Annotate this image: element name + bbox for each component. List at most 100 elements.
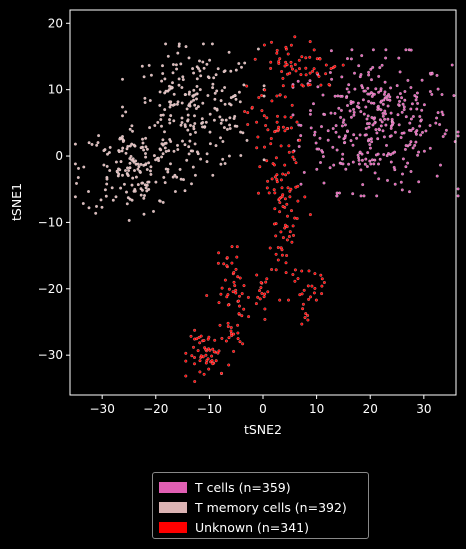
point-t-memory-cells	[180, 121, 184, 124]
point-unknown	[211, 362, 215, 366]
point-t-memory-cells	[234, 97, 238, 101]
point-t-cells	[417, 180, 421, 184]
point-t-memory-cells	[125, 147, 129, 151]
point-t-memory-cells	[131, 157, 135, 161]
point-t-memory-cells	[145, 168, 149, 171]
point-unknown	[193, 356, 196, 359]
point-t-cells	[415, 91, 419, 95]
point-t-memory-cells	[146, 180, 150, 184]
point-t-cells	[404, 144, 408, 147]
point-t-cells	[391, 121, 395, 125]
point-t-memory-cells	[228, 116, 232, 120]
point-unknown	[198, 341, 202, 345]
point-t-memory-cells	[73, 162, 77, 166]
point-unknown	[295, 120, 299, 124]
point-t-cells	[420, 78, 424, 82]
point-unknown	[320, 292, 324, 296]
point-unknown	[290, 240, 294, 244]
point-t-cells	[377, 90, 381, 94]
point-unknown	[303, 195, 307, 199]
point-t-memory-cells	[195, 84, 199, 88]
point-t-cells	[356, 153, 360, 157]
point-t-cells	[436, 111, 440, 115]
point-t-cells	[368, 143, 372, 146]
point-t-cells	[371, 48, 375, 52]
point-t-memory-cells	[195, 97, 198, 101]
point-unknown	[246, 123, 250, 126]
point-t-cells	[359, 194, 363, 198]
point-t-memory-cells	[100, 205, 104, 209]
point-t-cells	[359, 168, 363, 172]
point-t-memory-cells	[122, 182, 126, 186]
x-tick-label: −20	[143, 402, 168, 416]
point-unknown	[260, 109, 264, 113]
point-t-cells	[408, 121, 412, 125]
point-t-memory-cells	[147, 161, 151, 165]
point-t-cells	[398, 70, 402, 74]
point-unknown	[304, 73, 308, 77]
point-t-cells	[313, 130, 317, 134]
point-t-memory-cells	[148, 99, 152, 102]
point-t-cells	[382, 98, 386, 102]
point-t-memory-cells	[201, 101, 205, 105]
point-unknown	[298, 138, 302, 142]
point-t-memory-cells	[229, 69, 233, 73]
point-unknown	[288, 230, 292, 234]
point-t-memory-cells	[194, 107, 198, 110]
point-t-memory-cells	[262, 94, 266, 98]
point-t-memory-cells	[228, 127, 232, 130]
point-unknown	[291, 224, 295, 228]
point-t-memory-cells	[124, 110, 128, 114]
point-t-memory-cells	[239, 154, 243, 157]
point-t-cells	[348, 109, 352, 113]
point-unknown	[270, 40, 273, 44]
point-t-cells	[389, 134, 393, 138]
point-t-memory-cells	[140, 181, 144, 185]
point-unknown	[263, 317, 267, 321]
point-t-cells	[316, 85, 320, 89]
point-t-cells	[419, 133, 423, 137]
point-t-cells	[435, 73, 439, 77]
point-unknown	[291, 67, 294, 71]
point-unknown	[204, 361, 208, 365]
point-t-cells	[331, 127, 335, 130]
point-unknown	[272, 222, 276, 226]
point-t-cells	[291, 113, 295, 117]
point-t-memory-cells	[139, 193, 143, 197]
point-t-cells	[320, 149, 324, 152]
point-t-cells	[365, 165, 369, 168]
point-unknown	[286, 52, 290, 56]
y-axis: −30 −20 −10 0 10 20	[38, 16, 70, 362]
point-unknown	[293, 268, 297, 272]
y-tick-label: 10	[48, 83, 63, 97]
point-unknown	[254, 302, 258, 306]
point-unknown	[294, 69, 298, 73]
legend: T cells (n=359) T memory cells (n=392) U…	[152, 472, 369, 539]
point-t-memory-cells	[186, 113, 190, 117]
point-t-cells	[315, 167, 319, 171]
point-t-memory-cells	[75, 181, 78, 185]
point-t-memory-cells	[133, 189, 137, 193]
point-t-cells	[441, 113, 445, 117]
point-t-cells	[435, 116, 439, 120]
point-t-memory-cells	[169, 162, 172, 166]
point-t-memory-cells	[142, 148, 146, 152]
point-t-memory-cells	[177, 77, 181, 81]
point-t-memory-cells	[163, 130, 166, 134]
point-unknown	[274, 156, 278, 160]
point-unknown	[189, 334, 193, 338]
point-unknown	[327, 83, 331, 86]
point-t-cells	[409, 86, 413, 89]
point-unknown	[319, 273, 323, 277]
point-unknown	[240, 292, 244, 296]
point-unknown	[303, 316, 307, 320]
point-unknown	[285, 254, 289, 257]
point-t-cells	[322, 181, 326, 185]
point-t-cells	[381, 102, 385, 106]
point-t-memory-cells	[197, 67, 200, 70]
point-t-cells	[363, 89, 367, 93]
point-t-memory-cells	[185, 107, 189, 111]
point-unknown	[198, 370, 202, 374]
point-t-cells	[441, 135, 445, 138]
point-t-cells	[415, 107, 419, 111]
